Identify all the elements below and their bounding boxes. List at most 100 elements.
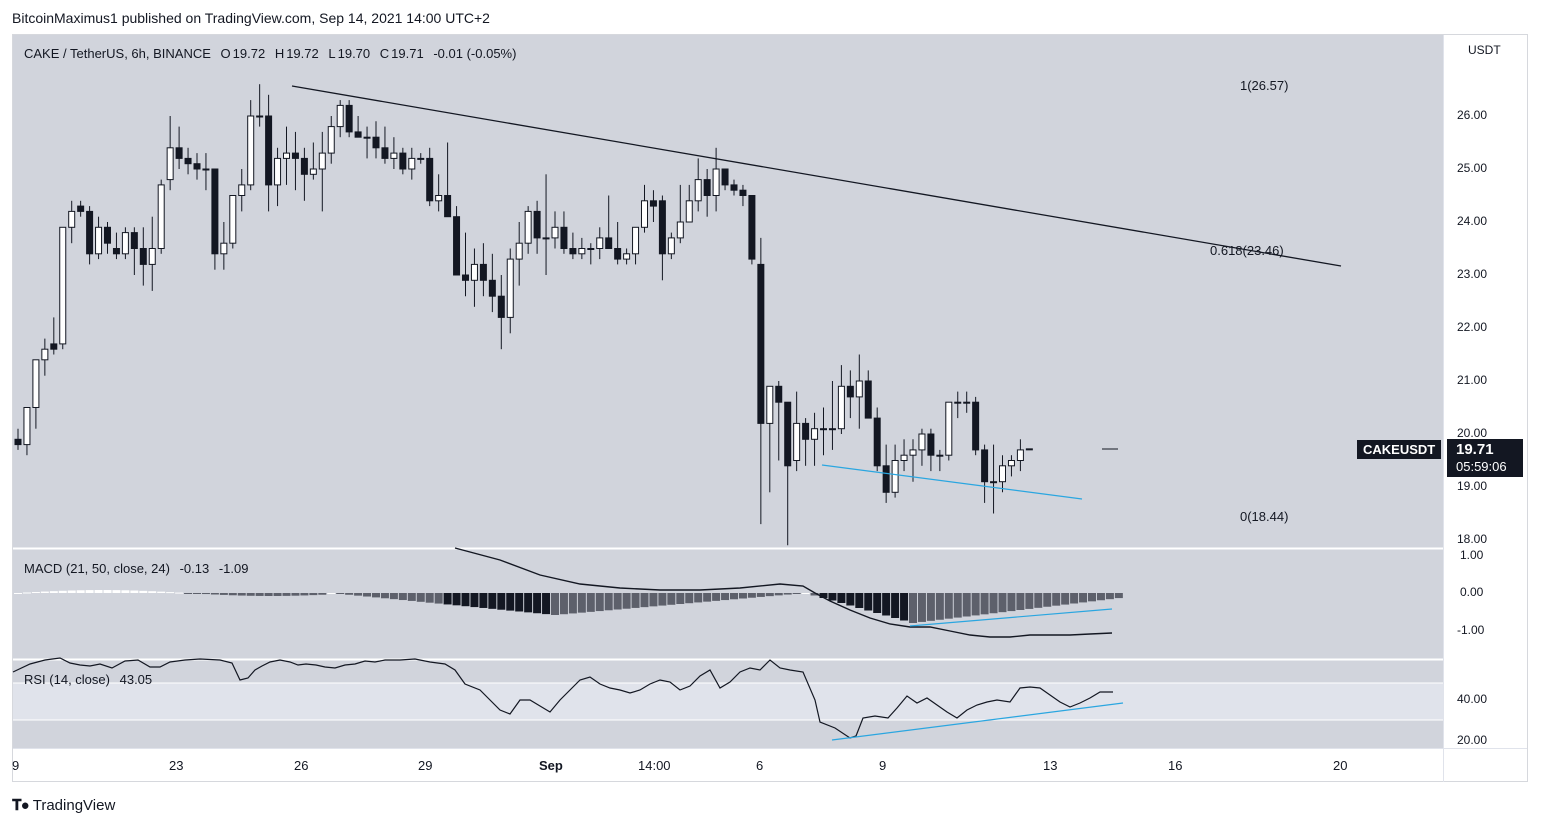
macd-bar <box>1105 593 1114 600</box>
low-label: L <box>328 46 336 61</box>
candle-up <box>1007 460 1015 467</box>
candle-down <box>479 263 487 281</box>
macd-bar <box>201 593 210 595</box>
symbol-title: CAKE / TetherUS, 6h, BINANCE <box>24 46 211 61</box>
candle-up <box>202 168 210 171</box>
time-tick: 23 <box>169 758 184 773</box>
candle-up <box>247 115 255 186</box>
candle-down <box>658 200 666 255</box>
macd-bar <box>76 590 85 593</box>
tradingview-logo[interactable]: 𝐓● TradingView <box>12 797 115 814</box>
macd-bar <box>336 593 345 594</box>
macd-bar <box>103 590 112 593</box>
candle-down <box>802 422 810 440</box>
price-tick: 20.00 <box>1457 426 1488 440</box>
candle-up <box>524 210 532 244</box>
macd-bar <box>667 593 676 605</box>
macd-bar <box>452 593 461 606</box>
macd-bar <box>434 593 443 604</box>
time-tick: 20 <box>1333 758 1348 773</box>
macd-bar <box>855 593 864 608</box>
price-tick: 25.00 <box>1457 161 1488 175</box>
macd-bar <box>1025 593 1034 609</box>
macd-bar <box>909 593 917 623</box>
candle-up <box>435 195 443 202</box>
currency-label: USDT <box>1468 43 1501 57</box>
macd-bar <box>246 593 255 596</box>
macd-bar <box>962 593 971 617</box>
candle-up <box>632 226 640 255</box>
macd-bar <box>1007 593 1016 612</box>
candle-up <box>274 157 282 186</box>
macd-bar <box>524 593 533 613</box>
time-tick: Sep <box>539 758 563 773</box>
candle-down <box>14 438 22 446</box>
macd-bar <box>112 590 121 593</box>
candle-up <box>578 248 586 255</box>
macd-bar <box>551 593 559 615</box>
candle-down <box>291 152 299 159</box>
macd-bar <box>255 593 264 596</box>
macd-bar <box>989 593 998 614</box>
macd-bar <box>721 593 730 601</box>
candle-up <box>990 481 998 484</box>
candle-down <box>864 380 872 419</box>
candle-up <box>694 179 702 202</box>
macd-bar <box>14 593 22 594</box>
candle-up <box>587 248 595 250</box>
macd-bar <box>747 593 756 598</box>
macd-bar <box>631 593 640 608</box>
macd-tick: 0.00 <box>1460 585 1484 599</box>
rsi-value: 43.05 <box>119 672 153 687</box>
candle-up <box>148 248 156 265</box>
candle-up <box>470 263 478 281</box>
candle-up <box>318 152 326 170</box>
macd-tick: -1.00 <box>1457 623 1485 637</box>
macd-bar <box>506 593 515 611</box>
candle-up <box>229 195 237 244</box>
candle-down <box>649 200 657 207</box>
candle-up <box>32 359 40 408</box>
macd-bar <box>85 590 94 593</box>
candle-up <box>515 242 523 260</box>
rsi-legend[interactable]: RSI (14, close) 43.05 <box>24 672 152 687</box>
macd-bar <box>568 593 577 614</box>
candle-down <box>77 205 85 212</box>
candle-up <box>828 428 836 431</box>
macd-bar <box>327 593 336 594</box>
candle-up <box>506 258 514 318</box>
candle-up <box>909 449 917 456</box>
candle-up <box>166 147 174 181</box>
candle-down <box>139 248 147 265</box>
fib-level-0: 0(18.44) <box>1240 509 1289 524</box>
candle-down <box>444 195 452 218</box>
macd-bar <box>309 593 318 596</box>
rsi-divergence-line <box>831 702 1124 741</box>
macd-bar <box>398 593 407 601</box>
macd-bar <box>380 593 389 599</box>
macd-bar <box>595 593 604 612</box>
macd-bar <box>882 593 891 616</box>
macd-bar <box>1034 593 1043 608</box>
symbol-legend[interactable]: CAKE / TetherUS, 6h, BINANCE O 19.72 H 19.… <box>24 46 516 61</box>
rsi-line <box>12 657 1113 739</box>
rsi-tick: 20.00 <box>1457 733 1488 747</box>
ticker-tag: CAKEUSDT <box>1357 440 1442 459</box>
macd-bar <box>443 593 452 605</box>
macd-bar <box>712 593 721 601</box>
last-price: 19.71 <box>1456 441 1494 458</box>
macd-bar <box>1016 593 1025 610</box>
candle-up <box>551 226 559 239</box>
candle-up <box>59 226 67 345</box>
macd-bar <box>184 593 193 594</box>
candle-up <box>891 460 899 493</box>
macd-bar <box>980 593 989 615</box>
macd-bar <box>407 593 416 601</box>
macd-bar <box>157 591 166 593</box>
candle-up <box>685 200 693 223</box>
macd-legend[interactable]: MACD (21, 50, close, 24) -0.13 -1.09 <box>24 561 248 576</box>
candle-up <box>918 433 926 451</box>
candle-down <box>605 237 613 249</box>
macd-bar <box>416 593 425 602</box>
